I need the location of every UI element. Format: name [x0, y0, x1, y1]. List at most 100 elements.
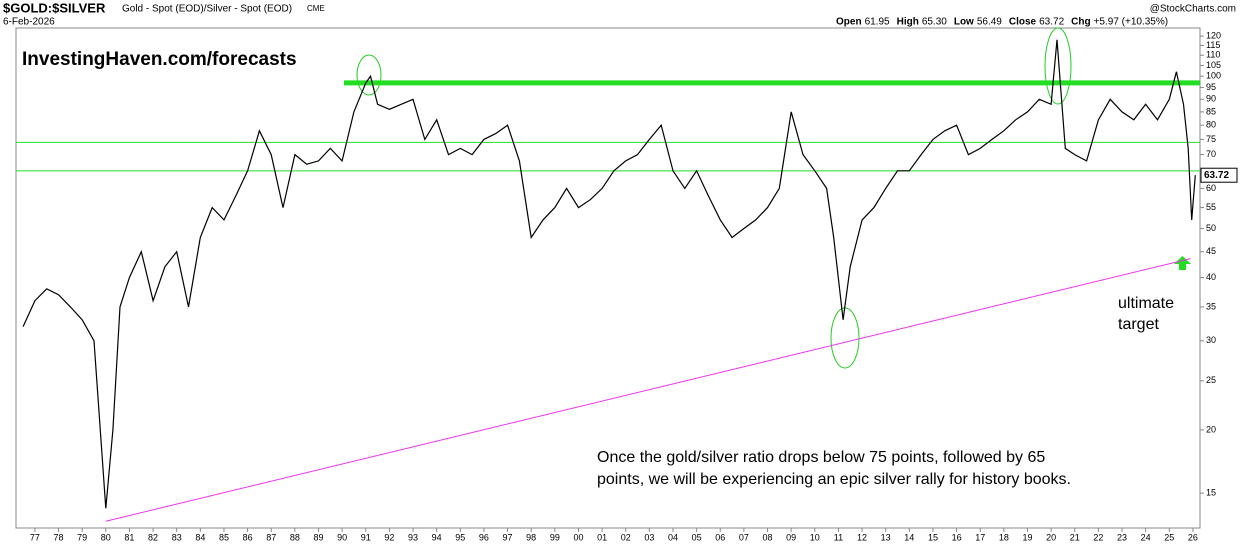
x-tick-label: 78 [54, 532, 64, 542]
x-tick-label: 89 [313, 532, 323, 542]
x-tick-label: 88 [290, 532, 300, 542]
y-tick-label: 35 [1206, 301, 1216, 311]
y-tick-label: 80 [1206, 120, 1216, 130]
x-tick-label: 15 [928, 532, 938, 542]
x-tick-label: 86 [243, 532, 253, 542]
y-tick-label: 60 [1206, 183, 1216, 193]
x-tick-label: 00 [573, 532, 583, 542]
quote-value: 61.95 [865, 17, 890, 28]
quote-value: 56.49 [977, 17, 1002, 28]
x-tick-label: 98 [526, 532, 536, 542]
x-tick-label: 07 [739, 532, 749, 542]
x-tick-label: 09 [786, 532, 796, 542]
x-tick-label: 20 [1046, 532, 1056, 542]
quote-label: Low [954, 17, 974, 28]
x-tick-label: 17 [975, 532, 985, 542]
x-tick-label: 16 [952, 532, 962, 542]
x-tick-label: 91 [361, 532, 371, 542]
x-tick-label: 02 [621, 532, 631, 542]
x-tick-label: 77 [30, 532, 40, 542]
x-tick-label: 84 [195, 532, 205, 542]
y-tick-label: 55 [1206, 202, 1216, 212]
target-arrow [1174, 256, 1191, 270]
x-tick-label: 19 [1022, 532, 1032, 542]
description: Gold - Spot (EOD)/Silver - Spot (EOD) [122, 4, 292, 15]
quote-value: 63.72 [1039, 17, 1064, 28]
watermark: InvestingHaven.com/forecasts [22, 49, 297, 70]
last-value-label: 63.72 [1204, 170, 1229, 181]
highlight-ellipse [356, 54, 382, 96]
trendline [105, 258, 1191, 522]
exchange: CME [307, 4, 325, 13]
target-label: target [1118, 316, 1159, 333]
quote-value: 65.30 [922, 17, 947, 28]
y-tick-label: 40 [1206, 272, 1216, 282]
y-tick-label: 110 [1206, 50, 1220, 60]
x-tick-label: 80 [101, 532, 111, 542]
y-tick-label: 45 [1206, 246, 1216, 256]
x-tick-label: 79 [77, 532, 87, 542]
x-tick-label: 08 [763, 532, 773, 542]
x-tick-label: 12 [857, 532, 867, 542]
x-tick-label: 87 [266, 532, 276, 542]
y-tick-label: 120 [1206, 30, 1221, 40]
y-tick-label: 50 [1206, 223, 1216, 233]
x-tick-label: 21 [1070, 532, 1080, 542]
x-tick-label: 03 [644, 532, 654, 542]
y-tick-label: 115 [1206, 40, 1220, 50]
x-tick-label: 95 [455, 532, 465, 542]
x-tick-label: 13 [881, 532, 891, 542]
x-tick-label: 18 [999, 532, 1009, 542]
x-tick-label: 04 [668, 532, 678, 542]
quote-label: Close [1009, 17, 1037, 28]
quote-label: Chg [1071, 17, 1090, 28]
y-tick-label: 100 [1206, 71, 1221, 81]
x-tick-label: 83 [172, 532, 182, 542]
y-tick-label: 95 [1206, 82, 1216, 92]
x-tick-label: 81 [124, 532, 134, 542]
x-tick-label: 24 [1141, 532, 1151, 542]
x-tick-label: 10 [810, 532, 820, 542]
x-tick-label: 06 [715, 532, 725, 542]
x-tick-label: 14 [904, 532, 914, 542]
x-tick-label: 90 [337, 532, 347, 542]
y-tick-label: 75 [1206, 134, 1216, 144]
date: 6-Feb-2026 [3, 17, 55, 28]
x-tick-label: 22 [1093, 532, 1103, 542]
highlight-ellipse [1044, 27, 1072, 105]
quote-label: High [897, 17, 919, 28]
x-tick-label: 93 [408, 532, 418, 542]
y-tick-label: 85 [1206, 106, 1216, 116]
x-tick-label: 01 [597, 532, 607, 542]
quote-value: +5.97 (+10.35%) [1094, 17, 1169, 28]
x-tick-label: 05 [692, 532, 702, 542]
quote: Open 61.95 High 65.30 Low 56.49 Close 63.72 Chg +… [836, 17, 1168, 28]
x-tick-label: 94 [432, 532, 442, 542]
y-tick-label: 105 [1206, 60, 1221, 70]
y-tick-label: 90 [1206, 94, 1216, 104]
y-tick-label: 70 [1206, 149, 1216, 159]
x-tick-label: 92 [384, 532, 394, 542]
x-tick-label: 82 [148, 532, 158, 542]
source: @StockCharts.com [1150, 4, 1236, 15]
annotation-line: points, we will be experiencing an epic … [597, 471, 1071, 488]
x-tick-label: 26 [1188, 532, 1198, 542]
x-tick-label: 25 [1164, 532, 1174, 542]
y-tick-label: 20 [1206, 424, 1216, 434]
price-line [22, 39, 1196, 509]
x-tick-label: 97 [503, 532, 513, 542]
last-value-box [1200, 167, 1238, 183]
symbol: $GOLD:$SILVER [3, 0, 106, 15]
x-tick-label: 96 [479, 532, 489, 542]
x-tick-label: 85 [219, 532, 229, 542]
x-tick-label: 23 [1117, 532, 1127, 542]
quote-label: Open [836, 17, 862, 28]
annotation-line: Once the gold/silver ratio drops below 7… [597, 449, 1045, 466]
x-tick-label: 99 [550, 532, 560, 542]
target-label: ultimate [1118, 295, 1174, 312]
y-tick-label: 30 [1206, 335, 1216, 345]
y-tick-label: 15 [1206, 488, 1216, 498]
y-tick-label: 25 [1206, 375, 1216, 385]
